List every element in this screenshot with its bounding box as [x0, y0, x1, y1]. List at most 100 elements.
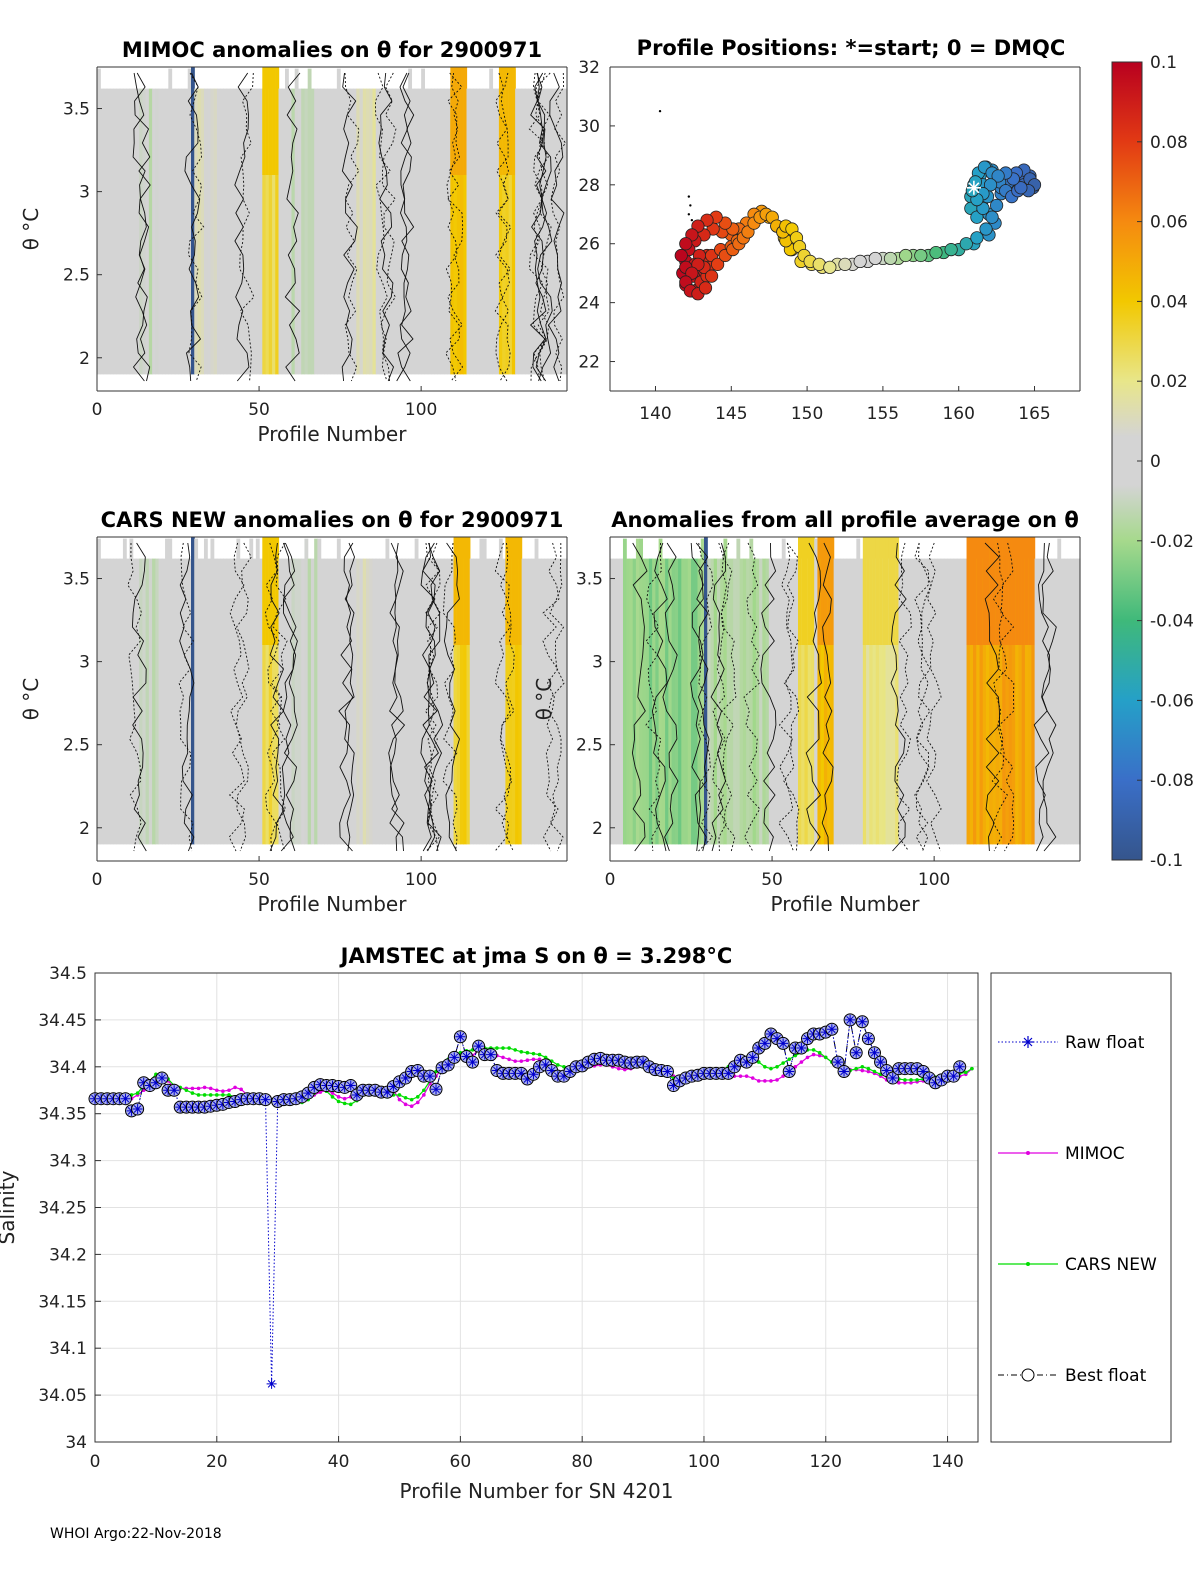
anomaly-column-warm-core — [450, 67, 455, 175]
legend-label-cars: CARS NEW — [1065, 1255, 1157, 1275]
anomaly-column — [288, 558, 293, 845]
anomaly-column — [557, 558, 562, 845]
anomaly-column-warm-core — [272, 537, 276, 645]
mimoc-point — [763, 1079, 767, 1083]
anomaly-column — [281, 558, 286, 845]
anomaly-column — [550, 88, 555, 375]
raw-float-marker — [857, 1016, 868, 1027]
anomaly-column — [421, 68, 425, 375]
legend-label-mimoc: MIMOC — [1065, 1144, 1125, 1164]
anomaly-column — [924, 558, 929, 845]
anomaly-column — [116, 88, 121, 375]
anomaly-column — [723, 538, 728, 845]
raw-float-marker — [437, 1062, 448, 1073]
anomaly-column — [995, 538, 1000, 845]
cars-point — [903, 1078, 907, 1082]
anomaly-column-warm-core — [498, 67, 503, 175]
anomaly-column — [960, 558, 964, 845]
anomaly-column — [181, 558, 186, 845]
anomaly-column — [479, 88, 484, 375]
anomaly-column — [729, 558, 734, 845]
anomaly-column — [456, 88, 461, 375]
anomaly-column — [518, 88, 523, 375]
anomaly-column — [940, 558, 945, 845]
x-tick-label: 40 — [328, 1452, 350, 1472]
profile-position-marker — [990, 198, 1004, 213]
anomaly-column — [275, 68, 280, 375]
anomaly-column — [768, 558, 773, 845]
raw-float-marker — [528, 1069, 539, 1080]
cars-point — [403, 1095, 408, 1100]
anomaly-column — [1047, 558, 1052, 845]
cars-point — [336, 1099, 341, 1104]
x-tick-label: 60 — [450, 1452, 472, 1472]
raw-float-marker — [784, 1066, 795, 1077]
anomaly-column — [343, 88, 348, 375]
anomaly-column — [921, 558, 926, 845]
anomaly-column — [619, 558, 624, 845]
cars-point — [196, 1093, 201, 1097]
anomaly-column — [482, 88, 487, 375]
anomaly-column — [1002, 538, 1007, 845]
anomaly-column — [314, 538, 319, 845]
raw-float-marker — [132, 1104, 143, 1115]
anomaly-column — [505, 88, 510, 375]
anomaly-column — [100, 88, 105, 375]
y-axis-label: Salinity — [0, 1170, 19, 1244]
anomaly-column-warm-core — [998, 537, 1003, 645]
raw-float-marker — [869, 1047, 880, 1058]
anomaly-column-warm-core — [989, 537, 994, 645]
contour-line — [536, 72, 553, 382]
anomaly-column — [343, 558, 348, 845]
anomaly-column — [106, 88, 111, 375]
contour-line — [396, 72, 412, 382]
profile-position-marker — [868, 251, 882, 266]
colorbar-tick-label: 0.08 — [1150, 133, 1188, 153]
anomaly-column — [469, 558, 474, 845]
y-tick-label: 2 — [592, 819, 603, 839]
anomaly-column — [174, 88, 179, 375]
raw-float-marker — [169, 1085, 180, 1096]
anomaly-column-warm-core — [518, 537, 523, 645]
panel-title: CARS NEW anomalies on θ for 2900971 — [101, 508, 564, 532]
cars-point — [208, 1093, 213, 1097]
anomaly-column — [875, 558, 880, 845]
raw-float-marker — [266, 1378, 277, 1389]
anomaly-column — [126, 88, 131, 375]
anomaly-column — [904, 558, 909, 845]
legend: Raw float MIMOC CARS NEW Best float — [990, 972, 1172, 1443]
anomaly-column — [453, 558, 458, 845]
anomaly-column — [456, 558, 461, 845]
anomaly-column — [853, 558, 857, 845]
anomaly-column — [333, 558, 338, 845]
anomaly-column — [294, 68, 299, 375]
anomaly-column — [511, 558, 516, 845]
anomaly-column — [502, 88, 507, 375]
anomaly-column-warm-core — [505, 537, 510, 645]
anomaly-column — [388, 558, 393, 845]
anomaly-column — [836, 558, 841, 845]
stray-position-dot — [690, 218, 694, 222]
anomaly-column-outlier — [191, 67, 195, 375]
anomaly-column — [340, 558, 344, 845]
contour-line — [388, 542, 406, 852]
anomaly-column — [736, 538, 741, 845]
raw-float-marker — [522, 1073, 533, 1084]
mimoc-point — [336, 1095, 341, 1099]
contour-line — [443, 542, 460, 852]
anomaly-column — [1021, 558, 1026, 845]
mimoc-point — [227, 1088, 231, 1093]
mimoc-point — [756, 1079, 761, 1083]
anomaly-column — [616, 558, 621, 845]
profile-position-marker — [899, 248, 913, 263]
anomaly-column — [216, 88, 221, 375]
anomaly-column — [440, 88, 445, 375]
raw-float-marker — [540, 1059, 551, 1070]
anomaly-column — [278, 558, 283, 845]
mimoc-point — [811, 1052, 816, 1057]
anomaly-column-warm-core — [995, 537, 1000, 645]
anomaly-column — [713, 558, 718, 845]
anomaly-column — [716, 558, 721, 845]
contour-line — [535, 72, 552, 382]
anomaly-column — [554, 88, 558, 375]
